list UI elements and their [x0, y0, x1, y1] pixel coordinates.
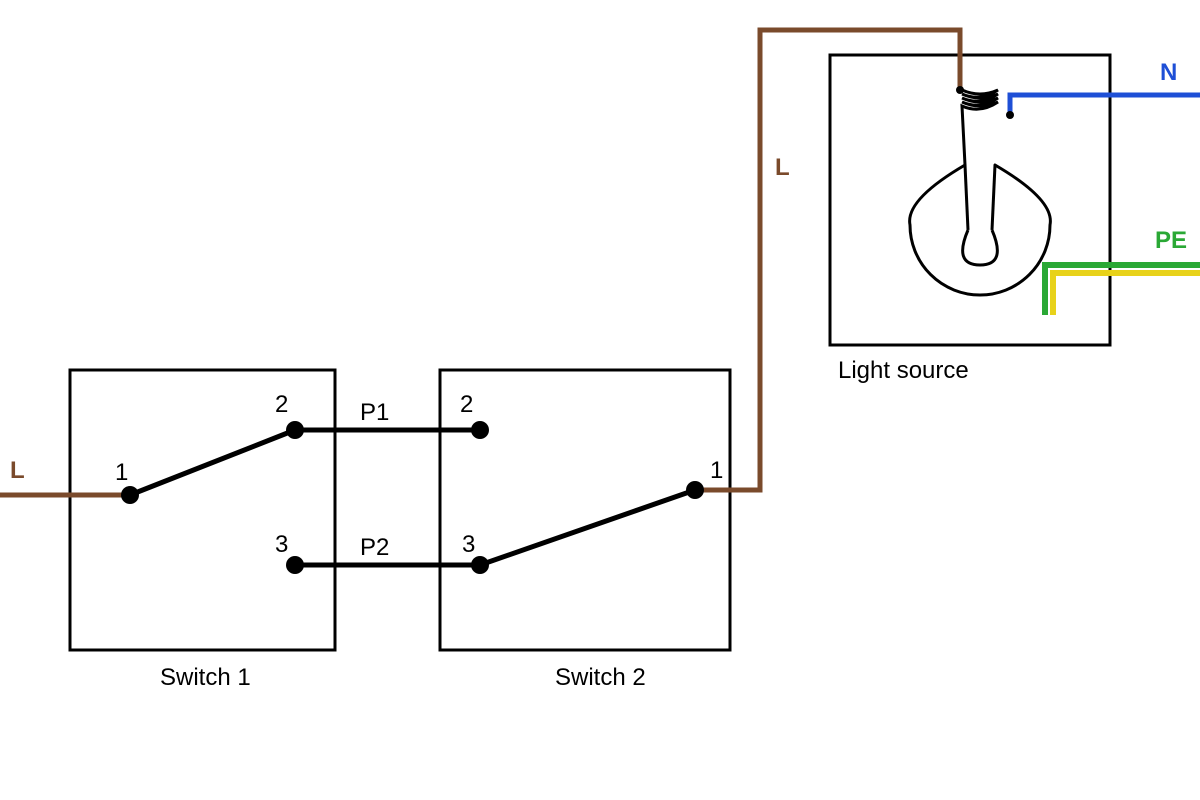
label-N: N [1160, 59, 1177, 86]
wire-pe_yellow [1053, 273, 1200, 315]
label-s1_t1: 1 [115, 459, 128, 486]
switch2-box [440, 370, 730, 650]
label-PE: PE [1155, 227, 1187, 254]
terminal-s2_2 [471, 421, 489, 439]
lightbulb-icon [910, 86, 1051, 295]
switch1-box [70, 370, 335, 650]
label-switch1: Switch 1 [160, 664, 251, 691]
label-P2: P2 [360, 534, 389, 561]
wiring-diagram: L L N PE P1 P2 1 2 3 2 3 1 Switch 1 Switch 2 Light sou… [0, 0, 1200, 800]
label-s2_t2: 2 [460, 391, 473, 418]
terminal-s1_3 [286, 556, 304, 574]
label-s1_t2: 2 [275, 391, 288, 418]
terminal-s2_1 [686, 481, 704, 499]
terminal-s1_1 [121, 486, 139, 504]
terminal-s2_3 [471, 556, 489, 574]
light-box [830, 55, 1110, 345]
label-L_out: L [775, 154, 790, 181]
label-light: Light source [838, 357, 969, 384]
label-L_in: L [10, 457, 25, 484]
label-s2_t3: 3 [462, 531, 475, 558]
label-s1_t3: 3 [275, 531, 288, 558]
wire-neutral [1010, 95, 1200, 115]
label-P1: P1 [360, 399, 389, 426]
switch-arm [130, 430, 295, 495]
terminal-s1_2 [286, 421, 304, 439]
switch-arm [480, 490, 695, 565]
label-switch2: Switch 2 [555, 664, 646, 691]
label-s2_t1: 1 [710, 457, 723, 484]
